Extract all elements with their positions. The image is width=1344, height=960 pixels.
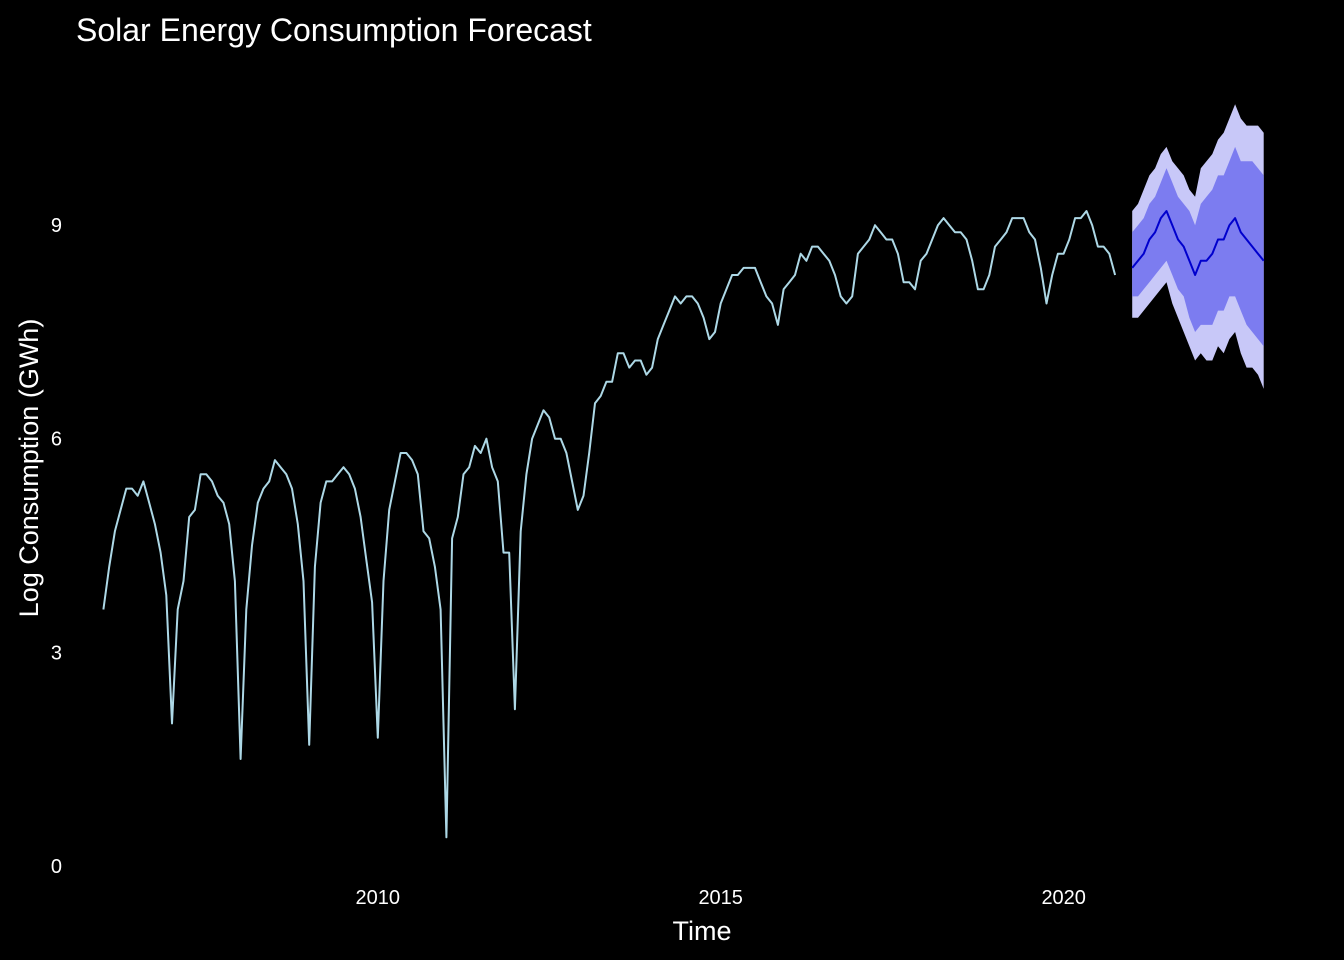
y-tick-label: 6 <box>51 429 62 451</box>
forecast-line <box>1131 210 1265 276</box>
y-tick-label: 9 <box>51 215 62 237</box>
interval-80-band <box>1132 146 1264 347</box>
y-tick-label: 3 <box>51 642 62 664</box>
x-tick-label: 2015 <box>698 887 743 909</box>
x-tick-label: 2010 <box>356 887 401 909</box>
history-line <box>102 210 1117 839</box>
forecast-interval-bands <box>1132 104 1264 389</box>
y-axis-ticks: 0 3 6 9 <box>51 215 62 878</box>
y-axis-label: Log Consumption (GWh) <box>14 319 44 618</box>
x-axis-label: Time <box>673 916 732 946</box>
y-tick-label: 0 <box>51 856 62 878</box>
x-axis-ticks: 2010 2015 2020 <box>356 887 1086 909</box>
chart-title: Solar Energy Consumption Forecast <box>76 12 592 48</box>
series-lines <box>102 210 1265 839</box>
x-tick-label: 2020 <box>1041 887 1086 909</box>
